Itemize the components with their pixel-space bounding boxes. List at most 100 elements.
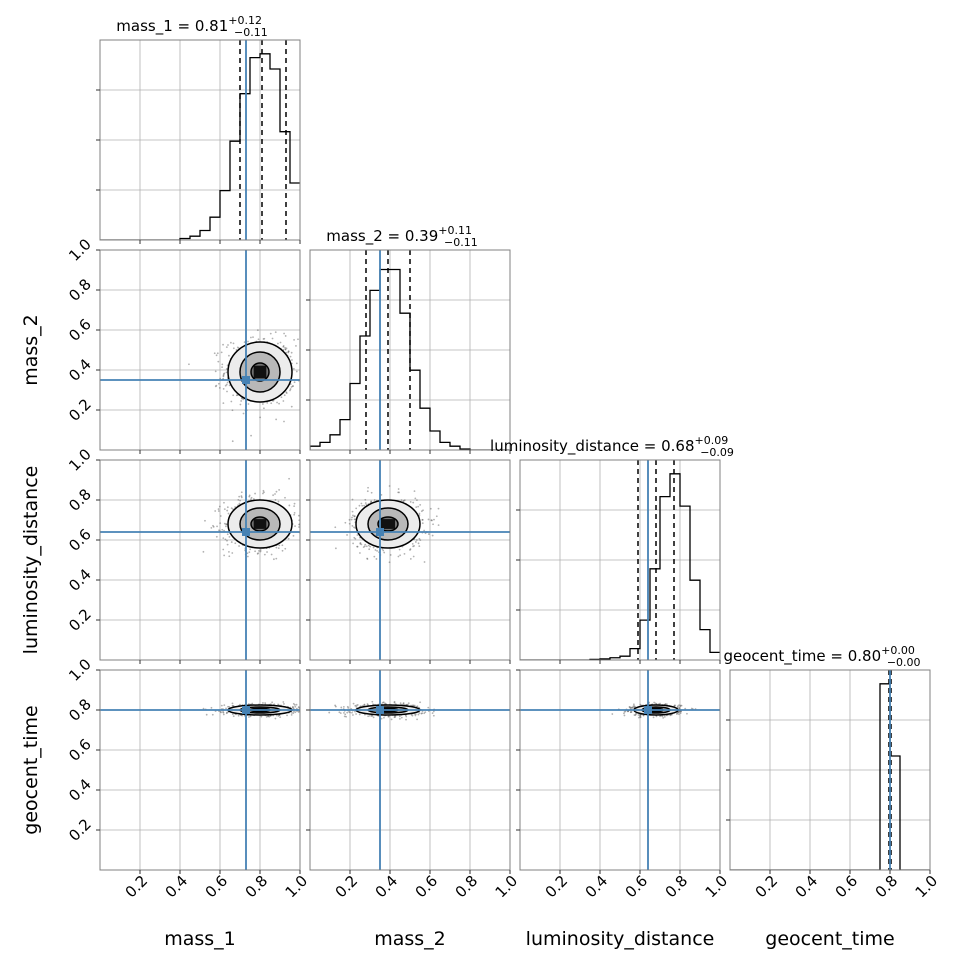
sample-point <box>219 515 222 517</box>
sample-point <box>214 510 217 512</box>
sample-point <box>262 489 265 492</box>
sample-point <box>381 701 384 704</box>
sample-point <box>364 498 367 501</box>
sample-point <box>678 704 680 707</box>
y-tick-label: 0.6 <box>65 735 95 765</box>
sample-point <box>288 504 291 507</box>
sample-point <box>369 545 372 548</box>
sample-point <box>284 348 287 351</box>
sample-point <box>662 716 665 719</box>
sample-point <box>364 502 367 504</box>
sample-point <box>418 537 421 540</box>
sample-point <box>232 394 235 397</box>
sample-point <box>202 550 205 553</box>
sample-point <box>221 363 224 366</box>
sample-point <box>353 515 356 517</box>
sample-point <box>226 509 229 512</box>
sample-point <box>349 711 351 714</box>
sample-point <box>360 543 363 546</box>
contour-level <box>239 507 281 541</box>
sample-point <box>293 703 296 706</box>
sample-point <box>239 703 241 706</box>
sample-point <box>409 501 412 503</box>
contour-level <box>250 362 270 382</box>
sample-point <box>300 710 302 712</box>
sample-point <box>415 506 418 509</box>
sample-point <box>346 711 349 714</box>
sample-point <box>260 715 263 718</box>
sample-point <box>230 507 233 510</box>
sample-point <box>293 513 296 516</box>
sample-point <box>291 706 294 709</box>
sample-point <box>432 714 435 717</box>
sample-point <box>328 711 331 714</box>
sample-point <box>222 711 225 714</box>
sample-point <box>217 508 220 510</box>
sample-point <box>663 715 666 718</box>
contour-level <box>355 499 421 549</box>
sample-point <box>225 523 228 526</box>
sample-point <box>238 502 241 505</box>
title-main: geocent_time = 0.80 <box>723 647 881 666</box>
sample-point <box>290 386 293 388</box>
sample-point <box>623 714 626 717</box>
sample-point <box>222 402 225 405</box>
sample-point <box>372 716 375 719</box>
sample-point <box>405 715 408 718</box>
sample-point <box>276 401 278 404</box>
sample-point <box>219 522 222 525</box>
sample-point <box>366 490 369 493</box>
sample-point <box>262 702 264 704</box>
sample-point <box>281 549 284 552</box>
sample-point <box>346 705 349 708</box>
sample-point <box>237 714 240 717</box>
sample-point <box>374 549 377 551</box>
panel-frame <box>99 669 301 871</box>
sample-point <box>355 507 358 510</box>
x-tick-label: 1.0 <box>702 872 732 902</box>
sample-point <box>348 518 351 521</box>
sample-point <box>292 707 295 710</box>
sample-point <box>342 705 345 708</box>
sample-point <box>690 707 693 710</box>
sample-point <box>679 712 682 715</box>
sample-point <box>232 704 235 707</box>
sample-point <box>680 710 683 713</box>
sample-point <box>217 382 220 385</box>
sample-point <box>297 514 300 517</box>
x-tick-label: 1.0 <box>282 872 312 902</box>
sample-point <box>390 718 393 721</box>
sample-point <box>679 710 682 713</box>
sample-point <box>285 392 288 395</box>
sample-point <box>293 511 296 514</box>
sample-point <box>232 715 235 718</box>
x-axis-label-luminosity_distance: luminosity_distance <box>526 928 715 950</box>
sample-point <box>370 715 373 718</box>
sample-point <box>282 701 285 703</box>
x-tick-label: 0.2 <box>332 872 362 902</box>
sample-point <box>236 346 239 349</box>
sample-point <box>664 703 667 706</box>
sample-point <box>399 702 402 705</box>
sample-point <box>272 558 275 561</box>
sample-point <box>359 542 362 544</box>
sample-point <box>387 715 390 718</box>
sample-point <box>240 400 243 402</box>
y-tick-label: 0.8 <box>65 275 95 305</box>
truth-marker <box>644 706 652 714</box>
sample-point <box>366 558 369 560</box>
sample-point <box>676 712 679 715</box>
sample-point <box>368 548 371 551</box>
sample-point <box>398 715 401 718</box>
sample-point <box>371 700 374 703</box>
sample-point <box>301 374 303 376</box>
sample-point <box>359 552 361 554</box>
sample-point <box>222 374 225 377</box>
sample-point <box>399 554 402 557</box>
sample-point <box>222 387 225 390</box>
sample-point <box>263 553 266 556</box>
sample-point <box>279 341 282 344</box>
sample-point <box>422 509 424 512</box>
sample-point <box>398 548 401 551</box>
